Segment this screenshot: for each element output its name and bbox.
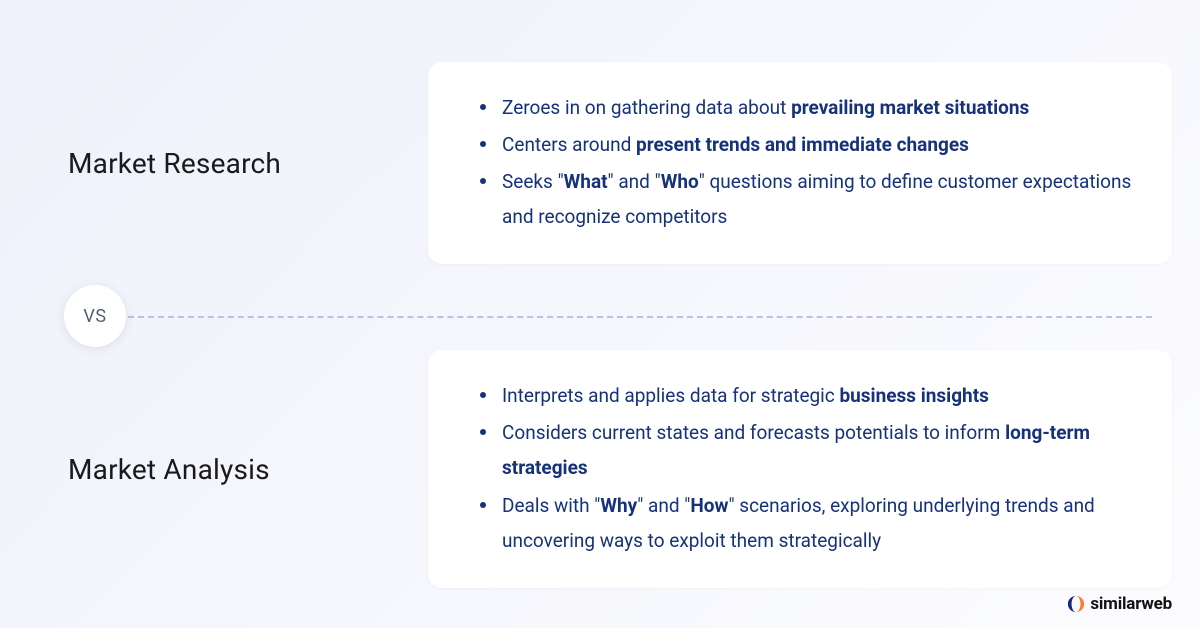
card-col-bottom: Interprets and applies data for strategi… — [428, 350, 1172, 588]
dashed-divider — [128, 316, 1152, 318]
bullet-item: Zeroes in on gathering data about prevai… — [476, 90, 1132, 125]
vs-badge: VS — [64, 285, 126, 347]
bold-text: What — [564, 170, 608, 193]
bullets-market-research: Zeroes in on gathering data about prevai… — [476, 90, 1132, 235]
bold-text: long-term strategies — [502, 421, 1090, 479]
bold-text: present trends and immediate changes — [636, 133, 969, 156]
card-market-research: Zeroes in on gathering data about prevai… — [428, 62, 1172, 265]
row-market-analysis: Market Analysis Interprets and applies d… — [28, 316, 1172, 608]
bold-text: prevailing market situations — [791, 96, 1029, 119]
bullet-item: Interprets and applies data for strategi… — [476, 378, 1132, 413]
bold-text: Who — [661, 170, 699, 193]
label-market-analysis: Market Analysis — [68, 453, 428, 486]
bullets-market-analysis: Interprets and applies data for strategi… — [476, 378, 1132, 558]
bold-text: Why — [600, 494, 637, 517]
brand-icon — [1067, 595, 1085, 613]
row-market-research: Market Research Zeroes in on gathering d… — [28, 24, 1172, 316]
label-market-research: Market Research — [68, 147, 428, 180]
label-col-bottom: Market Analysis — [28, 453, 428, 486]
brand-name: similarweb — [1090, 594, 1172, 614]
bullet-item: Seeks "What" and "Who" questions aiming … — [476, 164, 1132, 234]
card-col-top: Zeroes in on gathering data about prevai… — [428, 62, 1172, 265]
bullet-item: Centers around present trends and immedi… — [476, 127, 1132, 162]
card-market-analysis: Interprets and applies data for strategi… — [428, 350, 1172, 588]
bullet-item: Considers current states and forecasts p… — [476, 415, 1132, 485]
label-col-top: Market Research — [28, 147, 428, 180]
bold-text: business insights — [839, 384, 988, 407]
brand-logo: similarweb — [1067, 594, 1172, 614]
comparison-infographic: Market Research Zeroes in on gathering d… — [0, 0, 1200, 628]
bullet-item: Deals with "Why" and "How" scenarios, ex… — [476, 488, 1132, 558]
bold-text: How — [690, 494, 728, 517]
